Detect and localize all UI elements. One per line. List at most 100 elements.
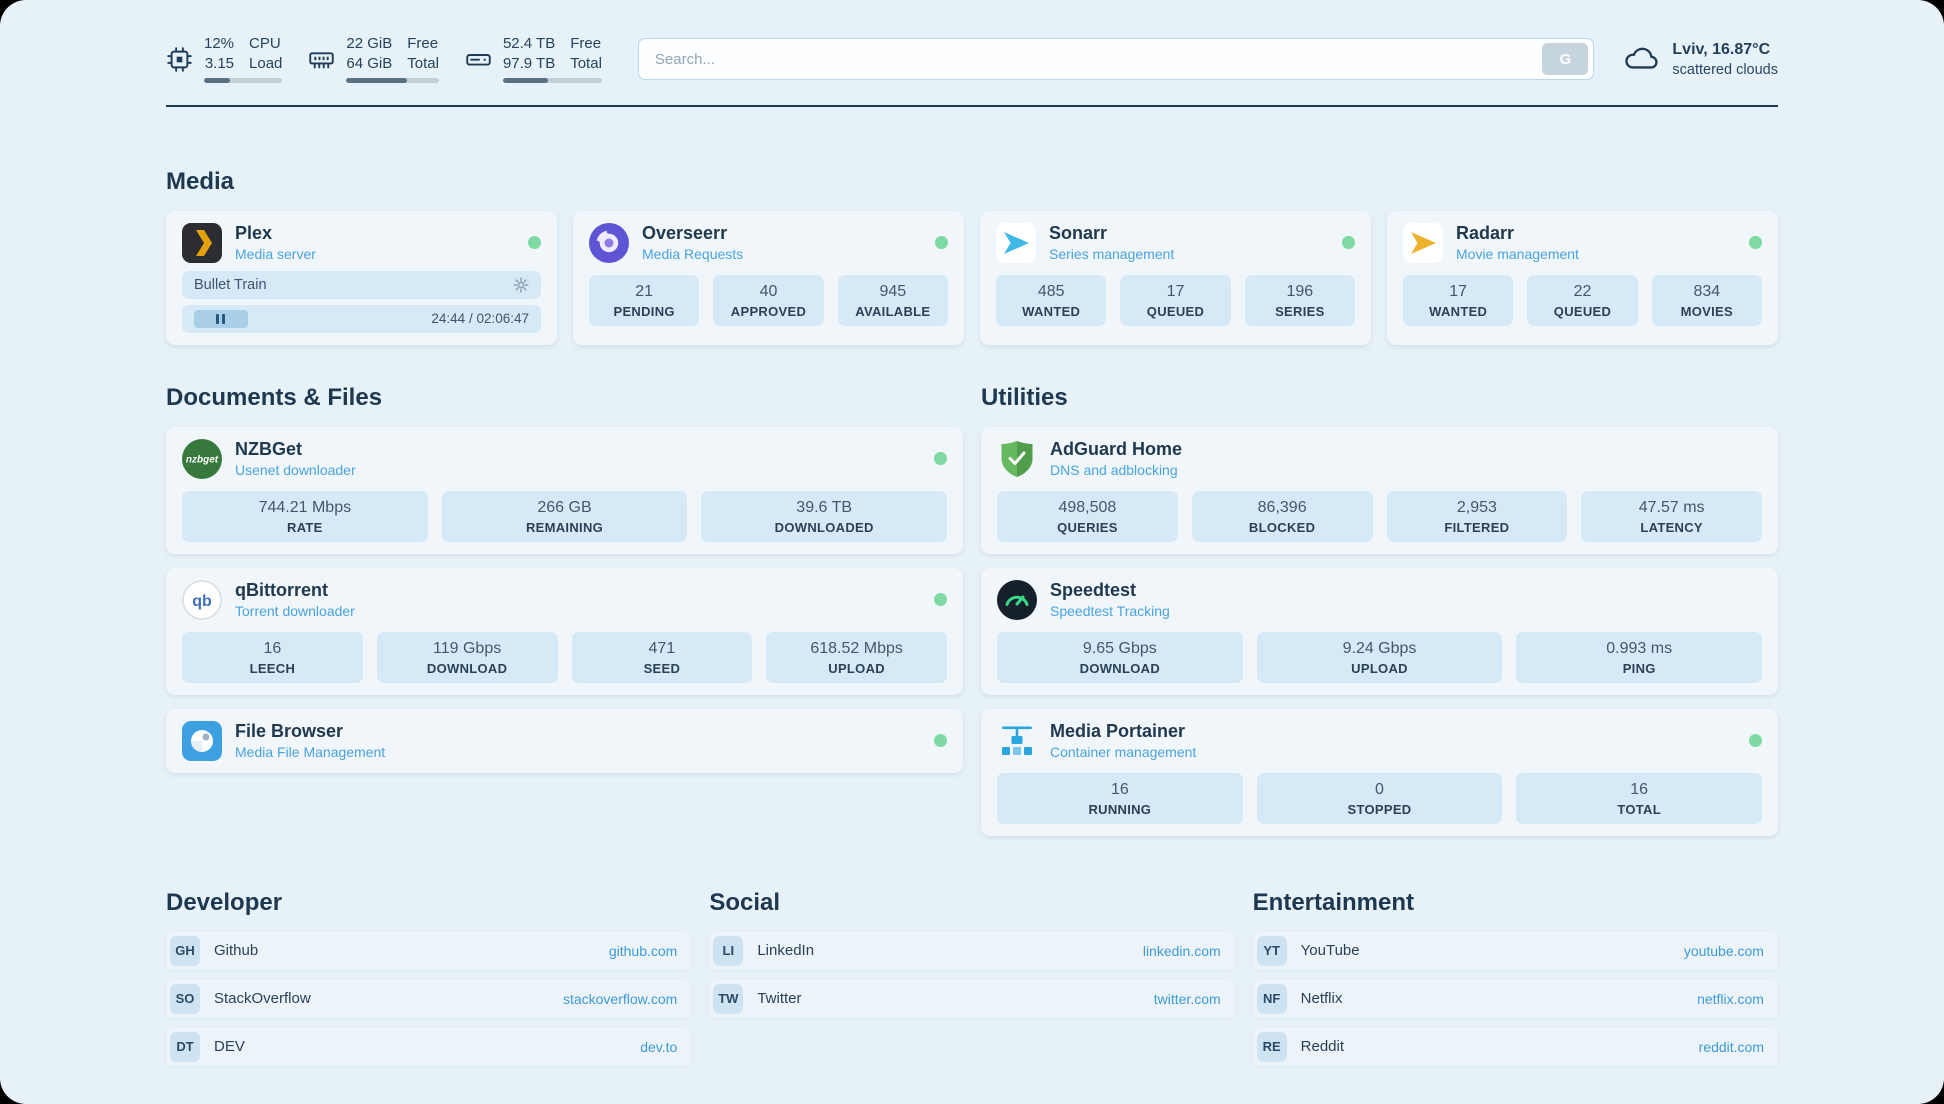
bookmark-name: Netflix [1300,990,1343,1007]
bookmark-youtube[interactable]: YT YouTube youtube.com [1252,931,1778,970]
app-subtitle: Series management [1049,246,1175,262]
bookmark-abbr: RE [1256,1031,1287,1062]
disk-total-label: Total [570,54,602,72]
disk-total-value: 97.9 TB [502,54,556,72]
bookmark-name: DEV [214,1038,245,1055]
bookmark-name: YouTube [1300,942,1360,959]
stat-box: 9.65 Gbps DOWNLOAD [997,631,1243,683]
documents-column: Documents & Files nzbget NZBGet Usenet d… [166,383,963,773]
stat-label: DOWNLOAD [426,660,508,676]
stat-box: 47.57 ms LATENCY [1581,490,1762,542]
stat-label: APPROVED [730,303,807,319]
bookmarks-section: Developer GH Github github.com SO StackO… [166,888,1778,1096]
card-header: Media Portainer Container management [997,721,1762,761]
bookmark-twitter[interactable]: TW Twitter twitter.com [709,979,1235,1018]
service-card-radarr[interactable]: Radarr Movie management 17 WANTED 22 QUE… [1387,210,1778,345]
bookmark-abbr: GH [170,935,200,966]
app-text: File Browser Media File Management [235,721,385,760]
app-text: Overseerr Media Requests [642,223,743,262]
stat-value: 40 [759,282,778,300]
bookmark-url: netflix.com [1697,990,1764,1007]
service-card-portainer[interactable]: Media Portainer Container management 16 … [981,708,1778,836]
stat-label: TOTAL [1617,801,1661,817]
search-engine-button[interactable]: G [1542,43,1589,76]
adguard-icon [997,439,1037,479]
bookmark-name: StackOverflow [214,990,311,1007]
section-title-utilities: Utilities [981,383,1068,411]
disk-readout: 52.4 TB 97.9 TB Free Total [502,36,602,83]
bookmark-abbr: DT [170,1031,200,1062]
media-section: Media Plex Media server [166,167,1778,345]
card-header: qb qBittorrent Torrent downloader [182,579,947,620]
section-title-documents: Documents & Files [166,383,383,411]
stat-box: 40 APPROVED [713,274,824,326]
search-input[interactable] [654,50,1543,68]
cloud-icon [1622,45,1660,73]
svg-text:qb: qb [192,593,212,610]
weather-widget: Lviv, 16.87°C scattered clouds [1622,41,1778,78]
stat-box: 2,953 FILTERED [1386,490,1568,542]
bookmark-group-entertainment: Entertainment YT YouTube youtube.com NF … [1252,888,1778,1066]
bookmark-stackoverflow[interactable]: SO StackOverflow stackoverflow.com [166,979,692,1018]
app-text: Sonarr Series management [1049,223,1174,262]
service-card-nzbget[interactable]: nzbget NZBGet Usenet downloader 744.21 M… [166,426,963,554]
weather-condition: scattered clouds [1672,61,1778,78]
stat-label: QUEUED [1553,303,1612,319]
status-dot [935,236,948,249]
stat-label: STOPPED [1347,801,1412,817]
bookmark-reddit[interactable]: RE Reddit reddit.com [1252,1027,1778,1066]
service-card-adguard[interactable]: AdGuard Home DNS and adblocking 498,508 … [981,426,1778,554]
app-name: Media Portainer [1050,721,1186,741]
memory-total-value: 64 GiB [346,54,393,72]
bookmark-url: github.com [608,942,678,959]
bookmark-url: youtube.com [1683,942,1764,959]
cpu-label: CPU [249,35,281,52]
card-header: Speedtest Speedtest Tracking [997,579,1762,620]
stats-row: 16 LEECH 119 Gbps DOWNLOAD 471 SEED [182,631,947,683]
speedtest-icon [997,579,1037,620]
gear-icon[interactable] [513,276,529,293]
stat-box: 266 GB REMAINING [441,490,688,542]
stat-label: WANTED [1022,303,1081,319]
stat-box: 17 WANTED [1403,274,1514,326]
qbittorrent-icon: qb [182,579,222,620]
stat-label: DOWNLOADED [774,519,874,535]
service-card-qbittorrent[interactable]: qb qBittorrent Torrent downloader 16 [166,567,963,695]
playback-time: 24:44 / 02:06:47 [431,311,529,326]
app-text: Media Portainer Container management [1050,721,1196,760]
bookmark-linkedin[interactable]: LI LinkedIn linkedin.com [709,931,1235,970]
app-subtitle: Movie management [1456,246,1579,262]
memory-free-value: 22 GiB [346,35,393,52]
stat-label: SERIES [1275,303,1325,319]
stat-value: 17 [1166,282,1185,300]
card-header: File Browser Media File Management [182,720,947,761]
stat-box: 834 MOVIES [1651,274,1762,326]
stat-label: WANTED [1429,303,1488,319]
service-card-sonarr[interactable]: Sonarr Series management 485 WANTED 17 Q… [980,210,1371,345]
stat-label: FILTERED [1444,519,1510,535]
pause-button[interactable] [194,309,248,328]
stat-value: 16 [1630,780,1649,798]
disk-icon [465,46,492,73]
stat-value: 86,396 [1257,498,1307,516]
bookmark-netflix[interactable]: NF Netflix netflix.com [1252,979,1778,1018]
stat-label: LEECH [249,660,296,676]
service-card-overseerr[interactable]: Overseerr Media Requests 21 PENDING 40 A… [573,210,964,345]
stat-box: 498,508 QUERIES [997,490,1178,542]
bookmark-github[interactable]: GH Github github.com [166,931,692,970]
service-card-speedtest[interactable]: Speedtest Speedtest Tracking 9.65 Gbps D… [981,567,1778,695]
stat-value: 744.21 Mbps [258,498,352,516]
plex-icon [182,222,222,263]
stat-box: 16 TOTAL [1516,772,1763,824]
service-card-plex[interactable]: Plex Media server Bullet Train [166,210,557,345]
stat-value: 834 [1693,282,1721,300]
bookmark-url: dev.to [640,1038,678,1055]
memory-progress-bar [346,77,439,83]
stat-box: 0 STOPPED [1256,772,1503,824]
service-card-filebrowser[interactable]: File Browser Media File Management [166,708,963,773]
app-name: Radarr [1456,223,1515,243]
bookmark-dev[interactable]: DT DEV dev.to [166,1027,692,1066]
stat-value: 47.57 ms [1638,498,1705,516]
stat-value: 39.6 TB [796,498,853,516]
stat-label: QUERIES [1057,519,1118,535]
